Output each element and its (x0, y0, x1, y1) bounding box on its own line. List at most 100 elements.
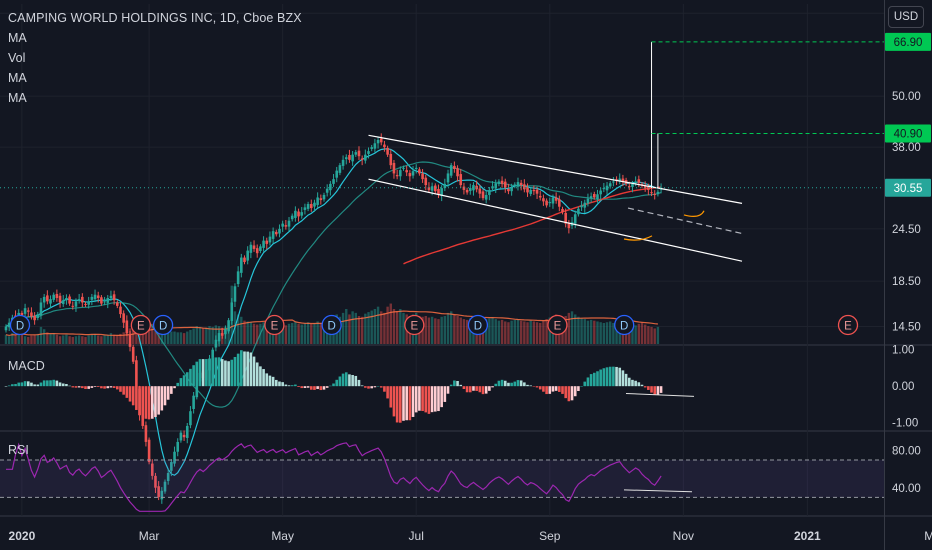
indicator-ma-label[interactable]: MA (8, 31, 27, 45)
volume-bar (484, 319, 488, 344)
volume-bar (357, 316, 361, 344)
volume-bar (300, 324, 303, 344)
time-tick-label: Mar (139, 529, 160, 543)
volume-bar (278, 323, 281, 344)
volume-bar (574, 314, 577, 344)
macd-histogram-bar (335, 379, 339, 387)
macd-histogram-bar (637, 382, 641, 387)
candle-body (383, 144, 386, 148)
earnings-marker[interactable]: E (130, 314, 151, 336)
earnings-marker[interactable]: E (264, 314, 285, 336)
macd-histogram-bar (573, 386, 577, 397)
macd-histogram-bar (49, 380, 52, 387)
marker-letter: E (844, 321, 852, 333)
macd-histogram-bar (542, 386, 545, 392)
macd-tick-label: -1.00 (892, 418, 918, 430)
candle-body (287, 220, 291, 227)
candle-body (262, 240, 265, 248)
macd-histogram-bar (55, 380, 59, 387)
currency-button[interactable]: USD (888, 6, 924, 28)
symbol-title[interactable]: CAMPING WORLD HOLDINGS INC, 1D, Cboe BZX (8, 11, 302, 25)
candle-body (271, 231, 275, 239)
dividend-marker[interactable]: D (9, 314, 31, 336)
earnings-marker[interactable]: E (547, 314, 568, 336)
macd-histogram-bar (259, 366, 262, 387)
volume-bar (42, 329, 46, 344)
macd-histogram-bar (538, 386, 542, 390)
indicator-vol-label[interactable]: Vol (8, 51, 26, 65)
macd-histogram-bar (166, 386, 170, 400)
candle-body (211, 349, 214, 358)
volume-bar (211, 326, 214, 344)
marker-circle (614, 314, 635, 336)
volume-bar (351, 311, 354, 344)
rsi-tick-label: 40.00 (892, 483, 921, 495)
volume-bar (348, 314, 351, 344)
macd-histogram-bar (71, 386, 75, 388)
candle-body (265, 240, 269, 244)
time-tick-label: Nov (673, 529, 694, 543)
candle-body (294, 210, 297, 218)
candle-body (360, 158, 364, 160)
volume-bar (201, 328, 205, 344)
macd-legend[interactable]: MACD (8, 356, 45, 376)
macd-histogram-bar (170, 386, 173, 394)
macd-histogram-bar (545, 386, 548, 395)
price-label-text: 66.90 (894, 37, 923, 49)
dividend-marker[interactable]: D (614, 314, 635, 336)
candle-body (284, 225, 288, 227)
candle-body (535, 189, 539, 194)
dividend-marker[interactable]: D (321, 314, 342, 336)
earnings-marker[interactable]: E (837, 314, 859, 336)
macd-histogram-bar (26, 381, 30, 387)
macd-histogram-bar (4, 386, 8, 387)
macd-histogram-bar (77, 386, 81, 388)
volume-bar (507, 322, 510, 344)
marker-letter: E (137, 321, 145, 333)
macd-histogram-bar (548, 386, 552, 394)
macd-histogram-bar (424, 386, 428, 413)
indicator-ma-label[interactable]: MA (8, 91, 27, 105)
macd-histogram-bar (551, 386, 555, 392)
candle-body (112, 294, 116, 301)
macd-histogram-bar (656, 386, 660, 395)
candle-body (290, 215, 294, 220)
macd-histogram-bar (141, 386, 145, 418)
macd-histogram-bar (659, 386, 663, 393)
macd-histogram-bar (389, 386, 393, 408)
candle-body (542, 198, 545, 202)
macd-histogram-bar (100, 386, 103, 389)
candle-body (150, 463, 154, 476)
rsi-legend[interactable]: RSI (8, 440, 29, 460)
candle-body (23, 308, 27, 314)
indicator-ma-label[interactable]: MA (8, 71, 27, 85)
earnings-marker[interactable]: E (404, 314, 425, 336)
macd-histogram-bar (351, 375, 354, 387)
dividend-marker[interactable]: D (467, 314, 489, 336)
volume-bar (151, 323, 154, 344)
volume-bar (389, 303, 392, 344)
dividend-marker[interactable]: D (152, 314, 174, 336)
macd-histogram-bar (383, 386, 386, 392)
volume-bar (93, 333, 97, 344)
volume-bar (68, 336, 71, 344)
candle-body (564, 212, 567, 224)
volume-bar (488, 318, 491, 344)
macd-histogram-bar (437, 386, 440, 412)
candle-body (516, 182, 520, 187)
candle-body (227, 320, 230, 332)
volume-bar (545, 319, 548, 344)
time-tick-label: 2020 (9, 529, 36, 543)
candle-body (348, 155, 351, 160)
candle-body (30, 312, 33, 317)
ma-fast-line (5, 148, 662, 476)
volume-bar (182, 333, 186, 344)
macd-histogram-bar (306, 386, 310, 388)
volume-bar (179, 332, 183, 344)
candle-body (192, 395, 195, 409)
candle-body (605, 185, 609, 191)
volume-bar (23, 336, 27, 344)
volume-bar (319, 323, 323, 344)
